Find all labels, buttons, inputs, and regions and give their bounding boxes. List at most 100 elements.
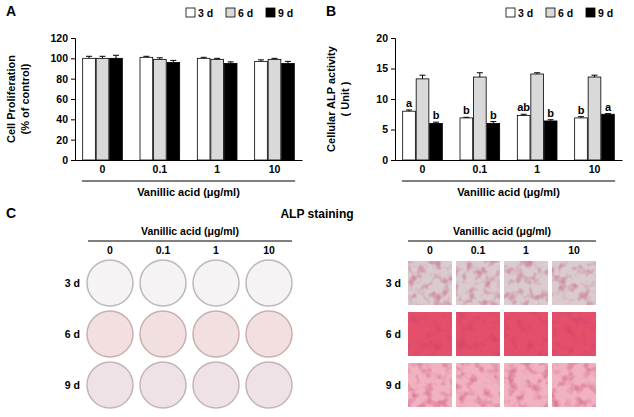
bar xyxy=(575,118,588,160)
annotation: b xyxy=(578,104,585,116)
tick-label: 15 xyxy=(376,62,388,74)
annotation: b xyxy=(433,109,440,121)
axis-line xyxy=(396,160,623,161)
legend-swatch xyxy=(226,8,235,17)
error-bar xyxy=(605,113,611,115)
tick-label: 80 xyxy=(56,73,68,85)
column-label: 0 xyxy=(107,244,113,256)
annotation: ab xyxy=(517,101,530,113)
micrograph xyxy=(456,363,500,407)
tick-label: 10 xyxy=(269,163,281,175)
tick: 80 xyxy=(56,73,75,85)
column-label: 1 xyxy=(523,244,529,256)
legend-swatch xyxy=(586,8,595,17)
tick-label: 0 xyxy=(420,163,426,175)
well-image xyxy=(87,260,133,306)
tick: 10 xyxy=(269,160,281,175)
panel-header: Vanillic acid (μg/ml) xyxy=(453,225,551,237)
error-bar xyxy=(578,117,584,118)
legend-swatch xyxy=(506,8,515,17)
tick: 120 xyxy=(50,32,75,44)
tick-mark xyxy=(71,160,75,161)
tick: 0 xyxy=(100,160,106,175)
tick-mark xyxy=(71,58,75,59)
column-label: 0.1 xyxy=(471,244,486,256)
tick-mark xyxy=(71,140,75,141)
tick: 10 xyxy=(376,93,395,105)
micrograph-texture xyxy=(552,261,596,305)
tick-label: 1 xyxy=(214,163,220,175)
tick-mark xyxy=(391,130,395,131)
figure: ABC02040608010012000.1110Vanillic acid (… xyxy=(0,0,634,417)
micrograph xyxy=(504,261,548,305)
micrograph xyxy=(408,261,452,305)
tick-mark xyxy=(71,99,75,100)
tick-label: 20 xyxy=(56,134,68,146)
tick-label: 5 xyxy=(382,123,388,135)
tick-label: 10 xyxy=(589,163,601,175)
column-label: 10 xyxy=(263,244,275,256)
header-rule xyxy=(408,241,596,242)
tick: 1 xyxy=(534,160,540,175)
tick: 0 xyxy=(420,160,426,175)
tick-mark xyxy=(391,99,395,100)
axis-title: Vanillic acid (μg/ml) xyxy=(137,186,240,198)
bar xyxy=(224,63,237,160)
bar xyxy=(588,77,601,160)
error-bar xyxy=(591,75,597,77)
micrograph xyxy=(504,363,548,407)
tick-label: 40 xyxy=(56,113,68,125)
bar xyxy=(83,58,96,160)
header-rule xyxy=(88,241,292,242)
micrograph-texture xyxy=(504,312,548,356)
annotation: a xyxy=(406,97,413,109)
micrograph-texture xyxy=(408,312,452,356)
panel-title: ALP staining xyxy=(280,207,353,221)
x-axis: 0 0.1 1 10 xyxy=(396,160,623,175)
axis-title: Cellular ALP activity xyxy=(325,45,337,152)
tick: 20 xyxy=(376,32,395,44)
error-bar xyxy=(214,58,220,59)
error-bar xyxy=(285,61,291,63)
legend-swatch xyxy=(546,8,555,17)
annotation: a xyxy=(605,101,612,113)
row-label: 6 d xyxy=(65,328,80,340)
tick-label: 0 xyxy=(382,154,388,166)
panel-label: A xyxy=(6,3,16,19)
micrograph xyxy=(552,363,596,407)
bar xyxy=(487,123,500,160)
row-label: 9 d xyxy=(386,379,401,391)
tick-mark xyxy=(391,38,395,39)
tick: 60 xyxy=(56,93,75,105)
tick-mark xyxy=(391,160,395,161)
tick-label: 0 xyxy=(62,154,68,166)
bar xyxy=(473,77,486,160)
micrograph-texture xyxy=(504,261,548,305)
error-bar xyxy=(463,117,469,119)
legend-label: 6 d xyxy=(238,7,253,19)
micrograph xyxy=(408,363,452,407)
micrograph-texture xyxy=(456,312,500,356)
bar xyxy=(403,111,416,160)
tick: 5 xyxy=(382,123,395,135)
well-image xyxy=(193,362,239,408)
bar xyxy=(602,114,615,160)
micrograph xyxy=(504,312,548,356)
axis-line xyxy=(71,39,76,161)
error-bar xyxy=(258,60,264,62)
bar xyxy=(255,61,268,160)
axis-title: ( Unit ) xyxy=(339,81,351,116)
tick-label: 100 xyxy=(50,52,68,64)
error-bar xyxy=(86,56,92,58)
tick-label: 60 xyxy=(56,93,68,105)
well-image xyxy=(140,260,186,306)
legend-label: 9 d xyxy=(278,7,293,19)
tick: 20 xyxy=(56,134,75,146)
tick-label: 0.1 xyxy=(473,163,488,175)
legend-swatch xyxy=(266,8,275,17)
bar xyxy=(268,59,281,160)
error-bar xyxy=(406,110,412,111)
tick: 0.1 xyxy=(473,160,488,175)
well-image xyxy=(246,311,292,357)
error-bar xyxy=(433,122,439,123)
